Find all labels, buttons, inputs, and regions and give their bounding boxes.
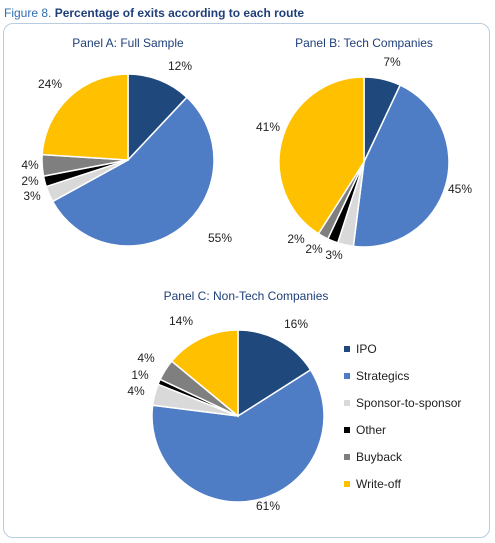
panel-c-label-ipo: 16% — [284, 317, 308, 331]
panel-a-label-ipo: 12% — [168, 59, 192, 73]
legend-label-strategics: Strategics — [356, 369, 409, 383]
panel-a-label-sponsor-to-sponsor: 3% — [23, 189, 41, 203]
panel-a-slice-write-off — [41, 73, 129, 161]
panel-b-slice-write-off — [278, 76, 365, 235]
panel-a-slice-strategics — [51, 96, 215, 247]
figure-label: Figure 8. — [4, 6, 52, 20]
figure-frame — [3, 23, 490, 538]
panel-c-label-other: 1% — [131, 368, 149, 382]
panel-b-label-sponsor-to-sponsor: 3% — [325, 248, 343, 262]
panel-a-label-other: 2% — [21, 174, 39, 188]
legend-swatch-sponsor-to-sponsor — [344, 400, 350, 406]
panel-c-slice-strategics — [151, 368, 325, 503]
panel-b-label-write-off: 41% — [256, 120, 280, 134]
figure-title: Figure 8. Percentage of exits according … — [4, 6, 304, 20]
panel-b-label-other: 2% — [305, 242, 323, 256]
legend-label-buyback: Buyback — [356, 450, 403, 464]
panel-b-slice-strategics — [352, 84, 450, 248]
legend-label-ipo: IPO — [356, 342, 377, 356]
panel-a-title: Panel A: Full Sample — [72, 36, 184, 50]
panel-a-label-buyback: 4% — [21, 158, 39, 172]
panel-c-label-buyback: 4% — [137, 351, 155, 365]
panel-c-label-write-off: 14% — [169, 314, 193, 328]
panel-a-label-write-off: 24% — [38, 77, 62, 91]
legend-swatch-write-off — [344, 481, 350, 487]
legend-swatch-buyback — [344, 454, 350, 460]
panel-a-slice-ipo — [127, 73, 188, 162]
legend-label-sponsor-to-sponsor: Sponsor-to-sponsor — [356, 396, 461, 410]
panel-b-label-strategics: 45% — [448, 182, 472, 196]
panel-a-label-strategics: 55% — [208, 231, 232, 245]
legend-swatch-ipo — [344, 346, 350, 352]
panel-b-label-buyback: 2% — [287, 232, 305, 246]
legend-swatch-strategics — [344, 373, 350, 379]
panel-c-label-sponsor-to-sponsor: 4% — [127, 384, 145, 398]
legend-label-other: Other — [356, 423, 386, 437]
panel-c-slice-write-off — [170, 329, 239, 418]
panel-b-title: Panel B: Tech Companies — [295, 36, 433, 50]
legend-swatch-other — [344, 427, 350, 433]
panel-c-title: Panel C: Non-Tech Companies — [164, 289, 329, 303]
panel-c-label-strategics: 61% — [256, 499, 280, 513]
panel-b-label-ipo: 7% — [383, 55, 401, 69]
panel-c-slice-ipo — [237, 329, 312, 418]
figure-title-text: Percentage of exits according to each ro… — [54, 6, 305, 20]
legend-label-write-off: Write-off — [356, 477, 402, 491]
